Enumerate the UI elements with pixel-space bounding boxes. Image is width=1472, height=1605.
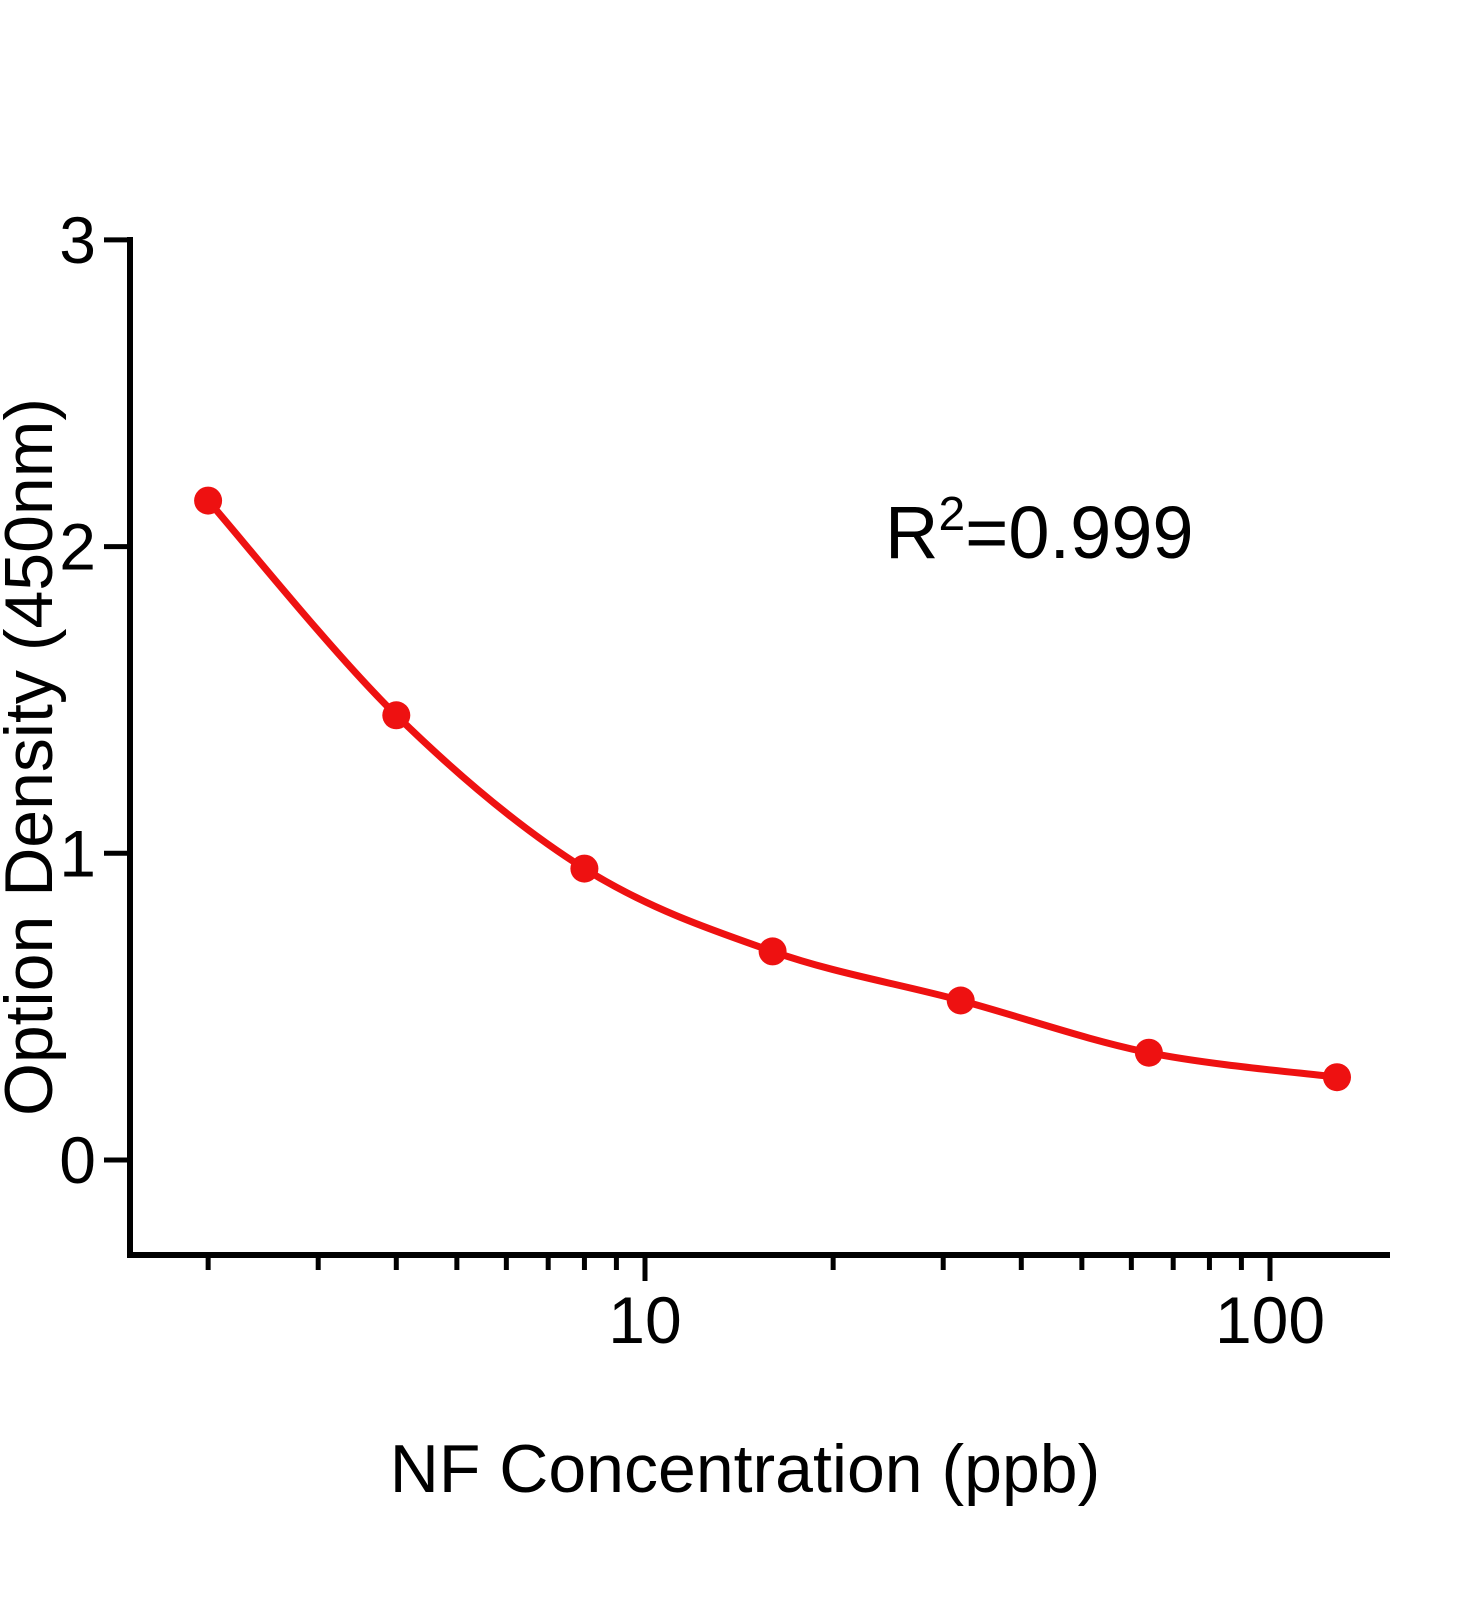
y-tick-label: 2 — [59, 510, 96, 584]
data-point — [1323, 1063, 1351, 1092]
data-point — [946, 986, 975, 1015]
axes — [127, 237, 1390, 1258]
data-point — [758, 937, 787, 966]
data-point — [1134, 1038, 1163, 1067]
fit-curve — [204, 497, 1341, 1081]
y-axis-label: Option Density (450nm) — [0, 398, 67, 1116]
x-tick-label: 100 — [1215, 1283, 1325, 1357]
data-point — [382, 701, 411, 730]
y-tick-label: 1 — [59, 816, 96, 890]
x-tick-label: 10 — [608, 1283, 681, 1357]
y-tick-label: 3 — [59, 203, 96, 277]
y-tick-label: 0 — [59, 1123, 96, 1197]
data-point — [194, 486, 223, 515]
r-squared-annotation: R2=0.999 — [885, 488, 1194, 574]
data-point — [570, 854, 599, 883]
x-axis-label: NF Concentration (ppb) — [390, 1431, 1101, 1507]
